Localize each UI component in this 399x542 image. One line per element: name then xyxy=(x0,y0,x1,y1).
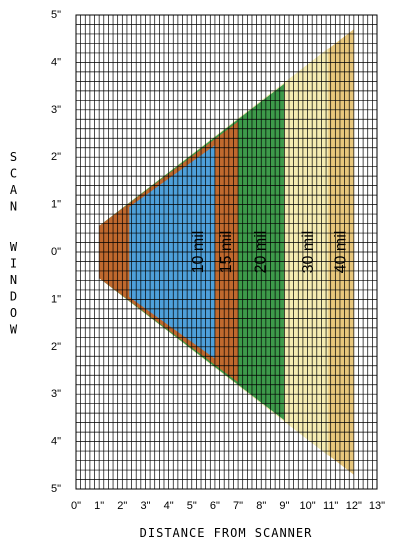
y-title-letter: S xyxy=(10,150,18,164)
x-tick-label: 7" xyxy=(233,500,243,512)
y-title-letter: N xyxy=(10,273,18,287)
x-tick-label: 13" xyxy=(369,500,385,512)
band-label-40-mil: 40 mil xyxy=(333,231,350,274)
x-tick-label: 9" xyxy=(279,500,289,512)
y-title-letter: W xyxy=(10,240,18,254)
y-tick-label: 5" xyxy=(51,9,61,21)
y-title-letter: C xyxy=(10,167,18,181)
plot-frame xyxy=(75,14,378,490)
y-tick-label: 0" xyxy=(51,246,61,258)
band-label-10-mil: 10 mil xyxy=(190,231,207,274)
x-tick-label: 8" xyxy=(256,500,266,512)
band-labels: 10 mil 15 mil 20 mil 30 mil 40 mil xyxy=(190,231,349,274)
grid-lines xyxy=(75,14,378,490)
y-axis-ticks: 5" 4" 3" 2" 1" 0" 1" 2" 3" 4" 5" xyxy=(51,9,61,495)
x-tick-label: 5" xyxy=(187,500,197,512)
y-tick-label: 3" xyxy=(51,388,61,400)
x-tick-label: 1" xyxy=(94,500,104,512)
x-tick-label: 10" xyxy=(299,500,315,512)
band-label-20-mil: 20 mil xyxy=(253,231,270,274)
x-tick-label: 6" xyxy=(210,500,220,512)
x-tick-label: 2" xyxy=(117,500,127,512)
y-tick-label: 4" xyxy=(51,56,61,68)
x-axis-title: DISTANCE FROM SCANNER xyxy=(140,526,313,540)
x-tick-label: 12" xyxy=(346,500,362,512)
y-tick-label: 5" xyxy=(51,483,61,495)
x-axis-ticks: 0" 1" 2" 3" 4" 5" 6" 7" 8" 9" 10" 11" 12" 13" xyxy=(71,500,385,512)
y-tick-label: 2" xyxy=(51,341,61,353)
y-tick-label: 1" xyxy=(51,293,61,305)
y-title-letter: O xyxy=(10,306,18,320)
y-tick-label: 2" xyxy=(51,151,61,163)
y-title-letter: N xyxy=(10,200,18,214)
x-tick-label: 3" xyxy=(140,500,150,512)
y-title-letter: W xyxy=(10,323,18,337)
x-tick-label: 0" xyxy=(71,500,81,512)
band-label-30-mil: 30 mil xyxy=(300,231,317,274)
y-tick-label: 4" xyxy=(51,436,61,448)
x-tick-label: 11" xyxy=(323,500,338,512)
x-tick-label: 4" xyxy=(164,500,174,512)
y-tick-label: 1" xyxy=(51,199,61,211)
y-title-letter: D xyxy=(10,290,18,304)
band-label-15-mil: 15 mil xyxy=(218,231,235,274)
y-title-letter: A xyxy=(10,183,18,197)
y-title-letter: I xyxy=(10,257,18,271)
y-tick-label: 3" xyxy=(51,104,61,116)
